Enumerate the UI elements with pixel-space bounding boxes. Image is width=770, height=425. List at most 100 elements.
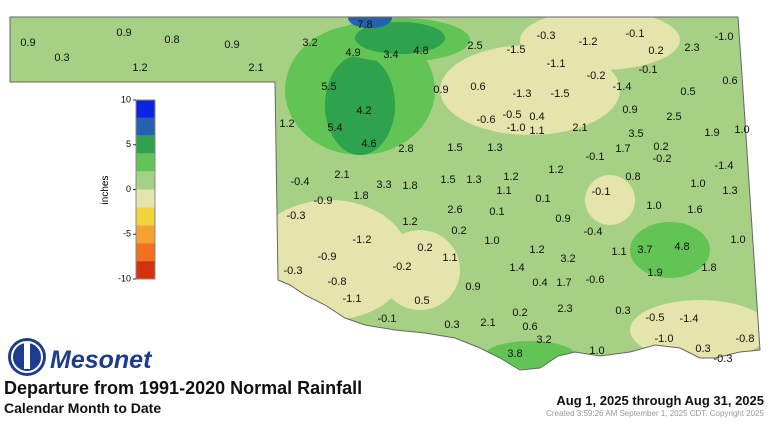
legend-swatch	[136, 171, 155, 190]
station-value: -0.9	[314, 195, 333, 207]
legend-tick-label: -10	[118, 273, 131, 283]
station-value: 1.3	[466, 174, 481, 186]
station-value: 1.7	[615, 143, 630, 155]
station-value: 1.5	[440, 174, 455, 186]
legend-tick-label: -5	[123, 229, 131, 239]
station-value: 0.3	[444, 319, 459, 331]
legend-swatch	[136, 225, 155, 244]
station-value: 0.8	[625, 171, 640, 183]
station-value: 3.2	[536, 334, 551, 346]
station-value: 1.1	[611, 246, 626, 258]
stations: 0.9 0.3 0.9 0.8 1.2 0.9 2.1 3.2 7.8 4.9 3.4 4.8 2.5 -…	[20, 19, 754, 365]
station-value: 2.1	[480, 317, 495, 329]
station-value: 1.2	[503, 171, 518, 183]
date-range: Aug 1, 2025 through Aug 31, 2025	[556, 393, 764, 408]
station-value: 4.6	[361, 138, 376, 150]
station-value: -1.0	[655, 333, 674, 345]
station-value: -1.4	[715, 160, 734, 172]
station-value: 1.9	[647, 267, 662, 279]
station-value: 2.3	[557, 303, 572, 315]
station-value: 1.2	[132, 62, 147, 74]
station-value: -0.1	[378, 313, 397, 325]
station-value: -1.1	[343, 293, 362, 305]
station-value: 0.9	[116, 27, 131, 39]
station-value: 0.9	[555, 213, 570, 225]
legend-swatch	[136, 153, 155, 172]
station-value: 1.1	[529, 125, 544, 137]
station-value: 2.3	[684, 42, 699, 54]
station-value: -1.2	[579, 36, 598, 48]
station-value: 0.1	[489, 206, 504, 218]
station-value: -0.1	[586, 151, 605, 163]
legend-swatch	[136, 261, 155, 279]
station-value: 0.1	[535, 193, 550, 205]
station-value: -1.5	[507, 44, 526, 56]
station-value: -0.2	[587, 70, 606, 82]
station-value: 2.6	[447, 204, 462, 216]
station-value: 0.2	[451, 225, 466, 237]
station-value: 1.0	[730, 234, 745, 246]
station-value: 1.5	[447, 142, 462, 154]
station-value: 1.8	[701, 262, 716, 274]
subtitle: Calendar Month to Date	[4, 400, 161, 416]
station-value: 3.5	[628, 128, 643, 140]
station-value: -0.1	[626, 28, 645, 40]
station-value: -0.5	[646, 312, 665, 324]
station-value: -1.5	[551, 88, 570, 100]
station-value: 1.3	[722, 185, 737, 197]
station-value: 3.2	[560, 253, 575, 265]
title: Departure from 1991-2020 Normal Rainfall	[4, 378, 362, 398]
station-value: -1.0	[715, 31, 734, 43]
station-value: -1.0	[507, 122, 526, 134]
station-value: 0.2	[512, 307, 527, 319]
station-value: 0.8	[164, 34, 179, 46]
station-value: -0.4	[291, 176, 310, 188]
station-value: 1.8	[402, 180, 417, 192]
station-value: 0.9	[224, 39, 239, 51]
station-value: 3.7	[637, 244, 652, 256]
legend-swatch	[136, 117, 155, 136]
station-value: -0.3	[537, 30, 556, 42]
legend-tick-label: 10	[121, 94, 131, 104]
station-value: 0.3	[695, 343, 710, 355]
legend: inches 10 5 0 -5 -10	[100, 94, 156, 283]
station-value: 0.5	[414, 295, 429, 307]
station-value: 1.3	[487, 142, 502, 154]
legend-swatch	[136, 243, 155, 262]
station-value: -0.8	[736, 333, 755, 345]
station-value: 0.4	[529, 111, 544, 123]
station-value: 2.5	[467, 40, 482, 52]
station-value: -0.3	[714, 353, 733, 365]
station-value: 2.1	[334, 169, 349, 181]
station-value: 0.5	[680, 86, 695, 98]
station-value: 4.2	[356, 105, 371, 117]
station-value: 0.9	[622, 104, 637, 116]
logo: Mesonet	[8, 338, 153, 376]
station-value: 1.0	[690, 178, 705, 190]
station-value: -0.1	[592, 186, 611, 198]
station-value: 2.5	[666, 111, 681, 123]
station-value: 1.2	[279, 118, 294, 130]
station-value: 1.4	[509, 262, 524, 274]
station-value: -1.4	[680, 313, 699, 325]
station-value: -0.5	[503, 109, 522, 121]
station-value: -0.1	[639, 64, 658, 76]
station-value: 3.3	[376, 179, 391, 191]
station-value: 1.2	[529, 244, 544, 256]
station-value: 1.0	[734, 124, 749, 136]
station-value: 1.2	[548, 164, 563, 176]
station-value: -1.3	[513, 88, 532, 100]
station-value: 2.1	[572, 122, 587, 134]
station-value: 1.0	[484, 235, 499, 247]
station-value: -1.1	[547, 58, 566, 70]
station-value: 4.9	[345, 47, 360, 59]
station-value: 5.5	[321, 81, 336, 93]
station-value: -0.9	[318, 251, 337, 263]
station-value: 1.1	[496, 185, 511, 197]
station-value: 1.6	[687, 204, 702, 216]
station-value: 0.3	[54, 52, 69, 64]
station-value: 1.8	[353, 190, 368, 202]
station-value: 4.8	[674, 241, 689, 253]
